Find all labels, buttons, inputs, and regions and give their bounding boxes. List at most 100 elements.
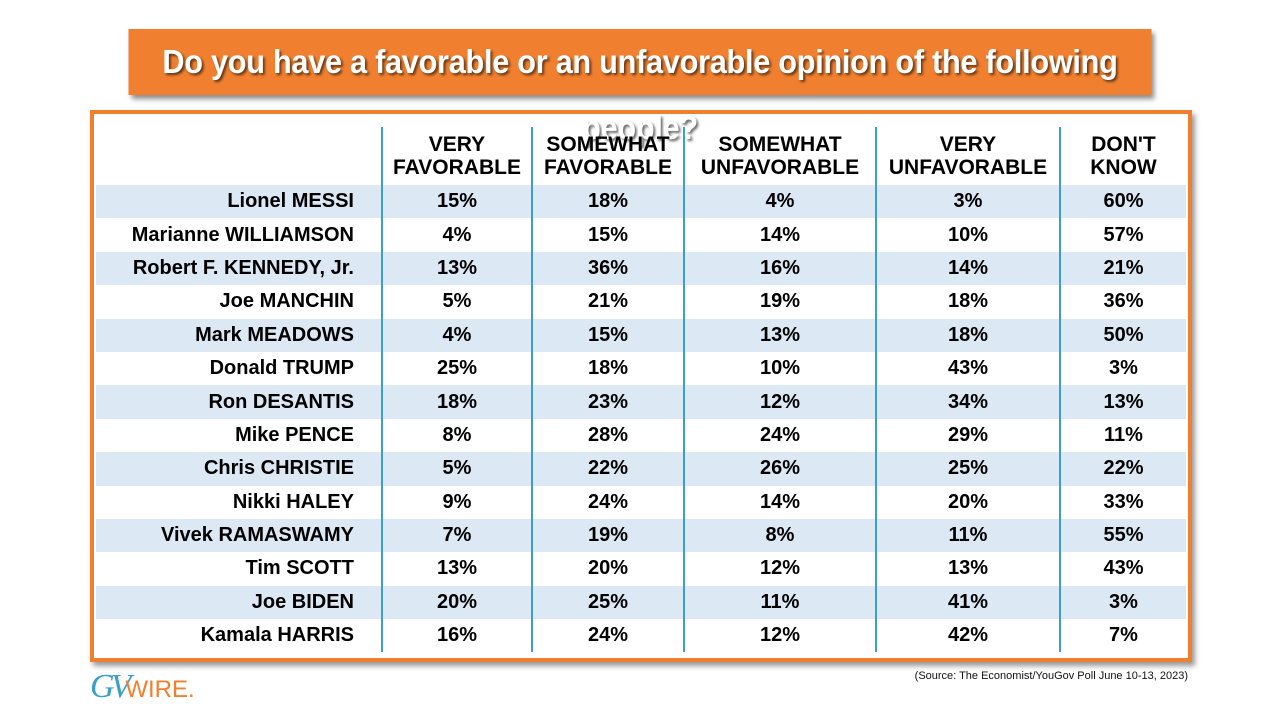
percent-cell: 20% <box>381 585 532 620</box>
percent-cell: 18% <box>875 285 1060 319</box>
column-header-line: SOMEWHAT <box>718 133 842 156</box>
percent-cell: 16% <box>683 251 876 286</box>
table-row: Tim SCOTT 13% 20% 12% 13% 43% <box>96 552 1186 586</box>
column-header-line: VERY <box>939 133 997 156</box>
percent-cell: 13% <box>875 552 1060 586</box>
percent-cell: 16% <box>381 619 532 653</box>
percent-cell: 33% <box>1059 485 1186 519</box>
percent-cell: 8% <box>683 518 876 553</box>
table-row: Lionel MESSI 15% 18% 4% 3% 60% <box>96 185 1186 219</box>
percent-cell: 11% <box>1059 418 1186 453</box>
logo-v: V <box>110 668 132 705</box>
percent-cell: 4% <box>381 218 532 252</box>
person-name: Mark MEADOWS <box>96 318 382 352</box>
person-name: Vivek RAMASWAMY <box>96 518 382 553</box>
percent-cell: 12% <box>683 619 876 653</box>
percent-cell: 21% <box>531 285 684 319</box>
gvwire-logo: GVWIRE. <box>90 668 195 706</box>
person-name: Robert F. KENNEDY, Jr. <box>96 251 382 286</box>
percent-cell: 10% <box>683 351 876 386</box>
percent-cell: 57% <box>1059 218 1186 252</box>
percent-cell: 36% <box>1059 285 1186 319</box>
percent-cell: 14% <box>683 485 876 519</box>
percent-cell: 8% <box>381 418 532 453</box>
column-header-line: SOMEWHAT <box>546 133 670 156</box>
source-note: (Source: The Economist/YouGov Poll June … <box>914 670 1188 682</box>
poll-table-frame: VERY FAVORABLE SOMEWHAT FAVORABLE SOMEWHAT UN… <box>90 110 1192 662</box>
table-header-row: VERY FAVORABLE SOMEWHAT FAVORABLE SOMEWHAT UN… <box>96 127 1186 185</box>
percent-cell: 3% <box>1059 585 1186 620</box>
percent-cell: 5% <box>381 285 532 319</box>
person-name: Nikki HALEY <box>232 490 354 513</box>
percent-cell: 7% <box>381 518 532 553</box>
percent-cell: 42% <box>875 619 1060 653</box>
table-row: Marianne WILLIAMSON 4% 15% 14% 10% 57% <box>96 218 1186 252</box>
percent-cell: 18% <box>875 318 1060 352</box>
table-row: Kamala HARRIS 16% 24% 12% 42% 7% <box>96 619 1186 653</box>
percent-cell: 3% <box>1059 351 1186 386</box>
percent-cell: 22% <box>1059 452 1186 486</box>
percent-cell: 25% <box>875 452 1060 486</box>
logo-wire: WIRE. <box>125 676 195 703</box>
table-row: Mark MEADOWS 4% 15% 13% 18% 50% <box>96 318 1186 352</box>
column-header-line: FAVORABLE <box>544 156 672 179</box>
person-name: Chris CHRISTIE <box>96 452 382 486</box>
column-header-line: DON'T <box>1091 133 1156 156</box>
person-name: Ron DESANTIS <box>96 385 382 419</box>
column-header-line: UNFAVORABLE <box>888 156 1048 179</box>
column-header: DON'T KNOW <box>1059 127 1186 185</box>
table-row: Nikki HALEY 9% 24% 14% 20% 33% <box>96 485 1186 519</box>
percent-cell: 28% <box>531 418 684 453</box>
percent-cell: 4% <box>381 318 532 352</box>
percent-cell: 5% <box>381 452 532 486</box>
percent-cell: 43% <box>875 351 1060 386</box>
chart-title: Do you have a favorable or an unfavorabl… <box>128 29 1152 146</box>
table-row: Robert F. KENNEDY, Jr. 13% 36% 16% 14% 21% <box>96 251 1186 286</box>
percent-cell: 7% <box>1059 619 1186 653</box>
percent-cell: 3% <box>875 185 1060 219</box>
column-header-line: KNOW <box>1090 156 1157 179</box>
column-header: SOMEWHAT FAVORABLE <box>531 127 684 185</box>
percent-cell: 21% <box>1059 251 1186 286</box>
percent-cell: 12% <box>683 385 876 419</box>
table-row: Joe MANCHIN 5% 21% 19% 18% 36% <box>96 285 1186 319</box>
percent-cell: 25% <box>381 351 532 386</box>
percent-cell: 18% <box>531 351 684 386</box>
percent-cell: 22% <box>531 452 684 486</box>
percent-cell: 60% <box>1059 185 1186 219</box>
percent-cell: 13% <box>1059 385 1186 419</box>
person-name: Donald TRUMP <box>209 357 354 380</box>
percent-cell: 43% <box>1059 552 1186 586</box>
percent-cell: 36% <box>531 251 684 286</box>
column-header: SOMEWHAT UNFAVORABLE <box>683 127 876 185</box>
table-row: Joe BIDEN 20% 25% 11% 41% 3% <box>96 585 1186 620</box>
person-name: Joe MANCHIN <box>219 290 354 313</box>
percent-cell: 25% <box>531 585 684 620</box>
percent-cell: 19% <box>683 285 876 319</box>
percent-cell: 20% <box>875 485 1060 519</box>
percent-cell: 15% <box>531 318 684 352</box>
person-name: Mike PENCE <box>235 423 354 446</box>
person-name: Tim SCOTT <box>245 557 354 580</box>
percent-cell: 13% <box>683 318 876 352</box>
percent-cell: 12% <box>683 552 876 586</box>
percent-cell: 18% <box>381 385 532 419</box>
percent-cell: 55% <box>1059 518 1186 553</box>
percent-cell: 23% <box>531 385 684 419</box>
person-name: Marianne WILLIAMSON <box>131 223 354 246</box>
percent-cell: 34% <box>875 385 1060 419</box>
percent-cell: 26% <box>683 452 876 486</box>
percent-cell: 19% <box>531 518 684 553</box>
table-row: Ron DESANTIS 18% 23% 12% 34% 13% <box>96 385 1186 419</box>
percent-cell: 15% <box>381 185 532 219</box>
table-row: Vivek RAMASWAMY 7% 19% 8% 11% 55% <box>96 518 1186 553</box>
person-name: Kamala HARRIS <box>200 624 354 647</box>
logo-g: G <box>90 668 115 705</box>
percent-cell: 13% <box>381 251 532 286</box>
percent-cell: 4% <box>683 185 876 219</box>
percent-cell: 24% <box>531 619 684 653</box>
poll-table: VERY FAVORABLE SOMEWHAT FAVORABLE SOMEWHAT UN… <box>96 127 1186 653</box>
column-header: VERY FAVORABLE <box>381 127 532 185</box>
header-name-column <box>96 127 382 185</box>
percent-cell: 10% <box>875 218 1060 252</box>
